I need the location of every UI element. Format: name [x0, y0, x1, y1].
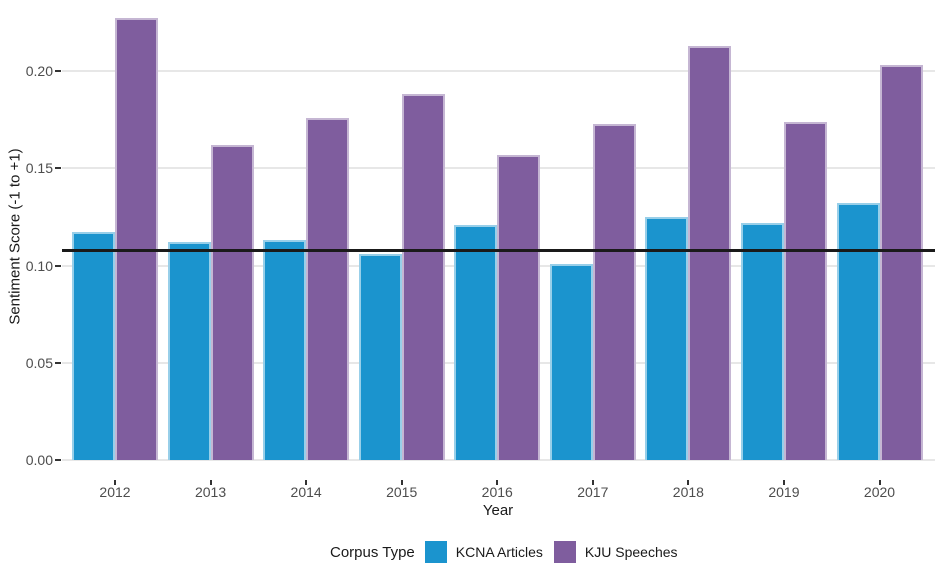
bar-2019-kcna-articles	[740, 222, 784, 460]
x-tick-mark-2014	[305, 480, 308, 485]
bar-2017-kju-speeches	[592, 123, 636, 460]
legend-item-kju-speeches: KJU Speeches	[553, 541, 689, 563]
x-tick-label-2013: 2013	[194, 484, 227, 500]
y-tick-mark-0.00	[55, 459, 61, 461]
bar-2018-kcna-articles	[645, 216, 689, 460]
bar-2014-kju-speeches	[306, 117, 350, 460]
bar-2012-kju-speeches	[115, 18, 158, 460]
bar-2015-kju-speeches	[401, 94, 445, 460]
bar-2018-kju-speeches	[688, 45, 732, 460]
x-tick-mark-2015	[400, 480, 403, 485]
x-tick-label-2020: 2020	[863, 484, 896, 500]
y-tick-label-0.05: 0.05	[25, 354, 53, 371]
x-tick-label-2014: 2014	[290, 484, 322, 500]
mean-sentiment-reference-line	[62, 248, 935, 252]
y-tick-label-0.10: 0.10	[25, 257, 53, 274]
y-tick-label-0.00: 0.00	[25, 452, 53, 468]
x-tick-label-2015: 2015	[386, 484, 418, 500]
x-tick-label-2018: 2018	[672, 484, 704, 500]
x-tick-label-2012: 2012	[99, 484, 131, 500]
legend-item-kcna-articles: KCNA Articles	[424, 541, 554, 563]
x-tick-mark-2013	[209, 480, 212, 485]
x-axis-title: Year	[482, 502, 514, 519]
legend-swatch-kju-speeches	[553, 541, 576, 563]
bar-2013-kju-speeches	[210, 144, 254, 460]
y-tick-label-0.15: 0.15	[25, 160, 53, 177]
x-tick-mark-2019	[782, 480, 785, 485]
x-tick-mark-2012	[114, 480, 116, 485]
x-tick-mark-2017	[591, 480, 594, 485]
x-tick-mark-2016	[496, 480, 499, 485]
x-tick-label-2017: 2017	[577, 484, 609, 500]
legend-label-kcna-articles: KCNA Articles	[455, 544, 543, 560]
y-tick-mark-0.20	[55, 70, 61, 72]
x-tick-label-2016: 2016	[481, 484, 513, 500]
bar-2015-kcna-articles	[358, 253, 402, 460]
bar-2020-kcna-articles	[836, 203, 880, 460]
x-tick-label-2019: 2019	[768, 484, 800, 500]
y-tick-label-0.20: 0.20	[25, 63, 53, 79]
bar-2016-kcna-articles	[454, 224, 498, 460]
legend-title: Corpus Type	[330, 543, 415, 561]
legend-swatch-kcna-articles	[424, 541, 447, 563]
bar-2019-kju-speeches	[783, 121, 827, 460]
legend: Corpus Type KCNA Articles KJU Speeches	[330, 541, 689, 563]
legend-label-kju-speeches: KJU Speeches	[584, 544, 678, 560]
bar-2020-kju-speeches	[879, 65, 923, 460]
bar-2016-kju-speeches	[497, 154, 541, 460]
y-tick-mark-0.05	[55, 361, 61, 364]
gridline-y-0	[62, 459, 935, 461]
bar-2017-kcna-articles	[549, 263, 593, 460]
y-axis-title: Sentiment Score (-1 to +1)	[6, 148, 24, 325]
legend-items: KCNA Articles KJU Speeches	[424, 541, 689, 563]
x-tick-mark-2020	[878, 480, 881, 485]
bar-2012-kcna-articles	[72, 232, 115, 460]
gridline-y-0.2	[62, 70, 935, 72]
x-tick-mark-2018	[687, 480, 690, 485]
y-tick-mark-0.10	[55, 264, 61, 267]
bar-2014-kcna-articles	[263, 240, 307, 460]
bar-2013-kcna-articles	[167, 242, 211, 460]
y-tick-mark-0.15	[55, 167, 61, 170]
